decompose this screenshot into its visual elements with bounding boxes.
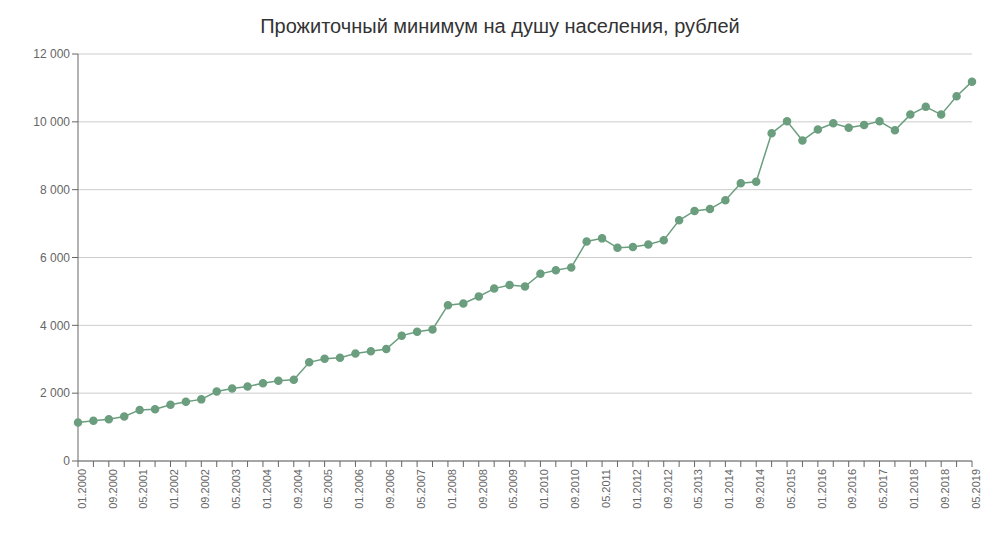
svg-text:01.2006: 01.2006	[353, 469, 365, 509]
svg-text:05.2019: 05.2019	[970, 469, 982, 509]
svg-text:05.2011: 05.2011	[600, 469, 612, 508]
svg-text:09.2002: 09.2002	[199, 469, 211, 509]
svg-text:05.2009: 05.2009	[507, 469, 519, 509]
svg-text:09.2018: 09.2018	[939, 469, 951, 509]
svg-text:05.2013: 05.2013	[692, 469, 704, 509]
svg-text:05.2017: 05.2017	[877, 469, 889, 509]
svg-text:01.2008: 01.2008	[446, 469, 458, 509]
svg-text:09.2000: 09.2000	[107, 469, 119, 509]
svg-text:10 000: 10 000	[33, 115, 70, 129]
svg-text:09.2008: 09.2008	[477, 469, 489, 509]
svg-text:09.2006: 09.2006	[384, 469, 396, 509]
svg-text:01.2000: 01.2000	[76, 469, 88, 509]
svg-text:09.2010: 09.2010	[569, 469, 581, 509]
svg-text:01.2002: 01.2002	[168, 469, 180, 509]
svg-text:01.2004: 01.2004	[261, 469, 273, 509]
svg-text:12 000: 12 000	[33, 47, 70, 61]
svg-text:6 000: 6 000	[40, 251, 70, 265]
svg-text:01.2012: 01.2012	[631, 469, 643, 509]
svg-text:05.2003: 05.2003	[230, 469, 242, 509]
html-text:Прожиточный минимум на душу на: Прожиточный минимум на душу населения, р…	[260, 15, 740, 37]
svg-text:2 000: 2 000	[40, 386, 70, 400]
svg-text:09.2014: 09.2014	[754, 469, 766, 509]
svg-text:05.2007: 05.2007	[415, 469, 427, 509]
svg-text:0: 0	[63, 454, 70, 468]
svg-text:8 000: 8 000	[40, 183, 70, 197]
svg-text:01.2010: 01.2010	[538, 469, 550, 509]
svg-text:01.2018: 01.2018	[908, 469, 920, 509]
svg-text:05.2005: 05.2005	[322, 469, 334, 509]
svg-text:09.2004: 09.2004	[292, 469, 304, 509]
svg-text:01.2014: 01.2014	[723, 469, 735, 509]
svg-text:09.2012: 09.2012	[662, 469, 674, 509]
svg-text:05.2015: 05.2015	[785, 469, 797, 509]
svg-text:09.2016: 09.2016	[846, 469, 858, 509]
svg-text:4 000: 4 000	[40, 319, 70, 333]
svg-text:05.2001: 05.2001	[137, 469, 149, 509]
svg-text:01.2016: 01.2016	[816, 469, 828, 509]
